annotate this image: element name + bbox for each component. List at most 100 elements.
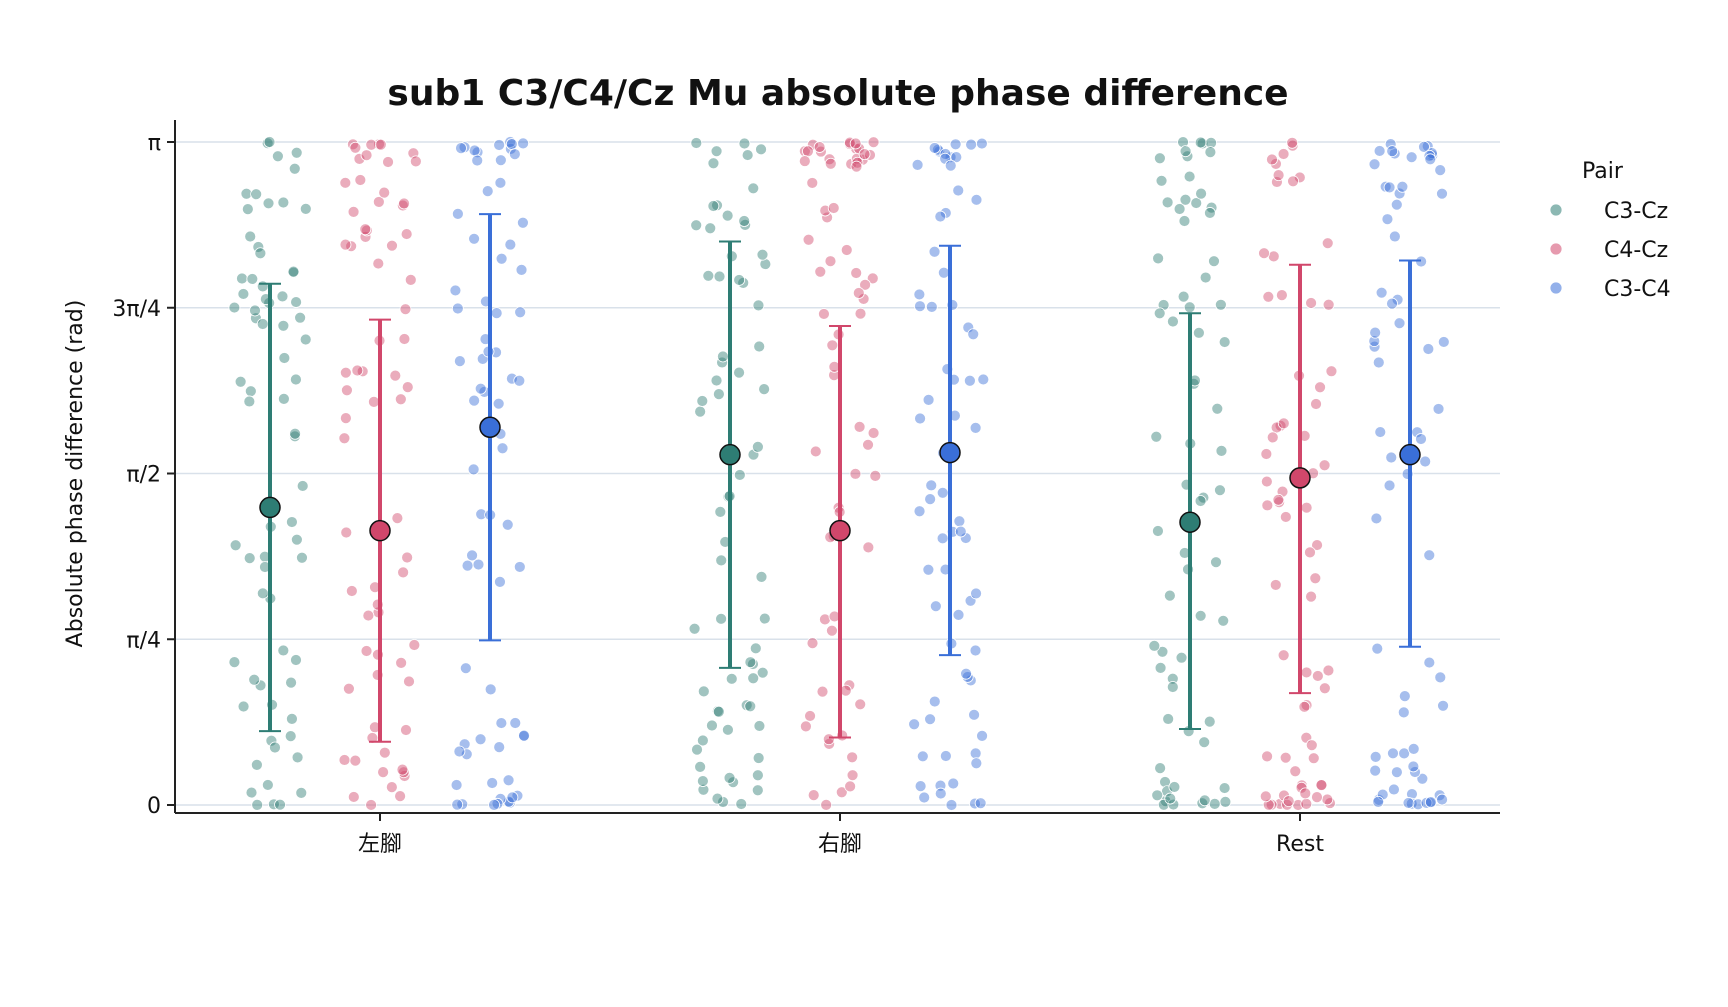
sample-point — [1407, 742, 1420, 755]
sample-point — [1148, 639, 1161, 652]
sample-point — [287, 265, 300, 278]
sample-point — [237, 700, 250, 713]
sample-point — [747, 672, 760, 685]
sample-point — [1309, 572, 1322, 585]
sample-point — [338, 754, 351, 766]
mean-marker — [1179, 511, 1201, 533]
sample-point — [1381, 213, 1394, 226]
sample-point — [1304, 546, 1316, 559]
axes — [167, 120, 1500, 821]
x-tick-label: Rest — [1276, 832, 1324, 857]
sample-point — [1434, 671, 1447, 684]
legend-title: Pair — [1582, 159, 1624, 184]
sample-point — [1260, 475, 1273, 488]
sample-point — [1217, 614, 1230, 627]
sample-point — [466, 549, 478, 562]
sample-point — [733, 469, 746, 481]
sample-point — [717, 796, 729, 808]
y-tick-label: 0 — [147, 794, 161, 819]
sample-point — [236, 272, 248, 285]
sample-point — [1205, 136, 1217, 149]
sample-point — [262, 197, 275, 210]
sample-point — [400, 724, 412, 736]
sample-point — [237, 288, 250, 300]
sample-point — [1402, 797, 1415, 809]
sample-point — [1183, 170, 1196, 183]
sample-point — [290, 533, 303, 546]
sample-point — [816, 685, 829, 698]
y-tick-label: π/2 — [126, 463, 161, 488]
sample-point — [1305, 590, 1317, 603]
sample-point — [945, 799, 958, 811]
sample-point — [751, 440, 764, 453]
sample-point — [274, 798, 286, 811]
sample-point — [823, 153, 836, 166]
sample-point — [1397, 706, 1410, 719]
y-tick-label: π/4 — [126, 628, 161, 653]
sample-point — [250, 758, 263, 771]
sample-point — [711, 792, 724, 805]
sample-point — [495, 717, 508, 729]
sample-point — [849, 467, 862, 480]
sample-point — [822, 733, 835, 746]
sample-point — [1154, 661, 1167, 674]
sample-point — [251, 798, 264, 811]
sample-point — [813, 141, 826, 153]
sample-point — [1152, 252, 1165, 265]
sample-point — [347, 205, 360, 218]
sample-point — [723, 771, 736, 784]
sample-point — [1194, 609, 1207, 622]
legend: Pair C3-Cz C4-Cz C3-C4 — [1549, 159, 1671, 302]
sample-point — [715, 612, 728, 625]
sample-point — [1436, 793, 1448, 806]
sample-point — [1318, 459, 1331, 472]
sample-point — [1261, 499, 1274, 512]
sample-point — [492, 397, 505, 410]
sample-point — [869, 469, 882, 482]
sample-point — [1177, 136, 1189, 148]
sample-point — [269, 741, 281, 754]
sample-point — [408, 639, 421, 651]
sample-point — [494, 176, 507, 189]
sample-point — [1258, 247, 1270, 260]
sample-point — [1393, 317, 1406, 330]
sample-point — [715, 554, 728, 567]
sample-point — [486, 777, 499, 789]
sample-point — [934, 787, 947, 800]
sample-point — [1161, 785, 1173, 798]
sample-point — [916, 750, 929, 763]
sample-point — [290, 146, 303, 159]
mean-marker — [1399, 443, 1421, 466]
sample-point — [738, 215, 751, 227]
sample-point — [494, 154, 507, 167]
sample-point — [296, 551, 308, 564]
sample-point — [296, 480, 309, 492]
sample-point — [802, 233, 815, 246]
sample-point — [1214, 484, 1226, 497]
sample-point — [756, 248, 769, 261]
sample-point — [277, 319, 290, 332]
sample-point — [1195, 187, 1207, 200]
sample-point — [1434, 164, 1447, 177]
sample-point — [850, 267, 863, 279]
sample-point — [377, 766, 390, 779]
mean-marker — [719, 443, 741, 466]
sample-point — [1300, 798, 1313, 810]
sample-point — [751, 784, 764, 797]
sample-point — [1215, 444, 1228, 457]
sample-point — [815, 145, 827, 158]
sample-point — [267, 798, 280, 811]
mean-marker — [479, 416, 501, 438]
sample-point — [514, 306, 527, 319]
mean-marker — [1289, 467, 1311, 489]
sample-point — [401, 551, 414, 564]
sample-point — [1321, 237, 1334, 250]
sample-point — [753, 720, 766, 732]
sample-point — [1420, 796, 1433, 809]
sample-point — [365, 138, 378, 151]
sample-point — [936, 532, 949, 545]
sample-point — [827, 202, 840, 214]
sample-point — [1300, 501, 1313, 514]
sample-point — [295, 787, 308, 799]
sample-point — [360, 149, 373, 162]
